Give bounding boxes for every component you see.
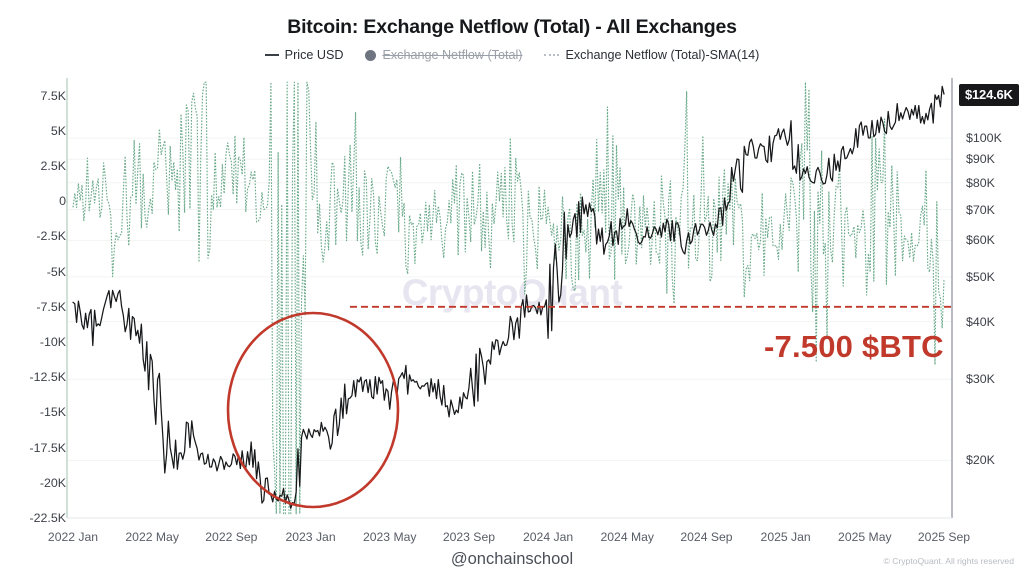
y-axis-left-tick: 0: [59, 194, 66, 209]
chart-legend: Price USD Exchange Netflow (Total) Excha…: [0, 48, 1024, 62]
y-axis-left-tick: -12.5K: [29, 370, 66, 385]
y-axis-right-tick: $20K: [966, 453, 995, 468]
x-axis-tick: 2024 Jan: [523, 530, 574, 544]
y-axis-right-tick: $70K: [966, 202, 995, 217]
y-axis-left-tick: -15K: [39, 405, 66, 420]
y-axis-left-tick: 7.5K: [40, 88, 67, 103]
y-axis-left-tick: -2.5K: [36, 229, 66, 244]
y-axis-right-tick: $90K: [966, 152, 995, 167]
copyright-notice: © CryptoQuant. All rights reserved: [883, 556, 1014, 566]
y-axis-right-tick: $60K: [966, 233, 995, 248]
annotation-highlight-circle: [226, 311, 400, 509]
x-axis-tick: 2023 Sep: [442, 530, 495, 544]
y-axis-right-tick: $100K: [966, 131, 1002, 146]
legend-label: Exchange Netflow (Total)-SMA(14): [565, 48, 760, 62]
line-dash-icon: [264, 54, 279, 56]
legend-label: Exchange Netflow (Total): [382, 48, 523, 62]
y-axis-right-tick: $80K: [966, 175, 995, 190]
y-axis-left-tick: -5K: [46, 264, 66, 279]
y-axis-right-tick: $50K: [966, 269, 995, 284]
current-price-badge: $124.6K: [959, 84, 1019, 106]
x-axis-tick: 2023 May: [362, 530, 417, 544]
series-price-usd: [72, 85, 945, 509]
y-axis-left-tick: -20K: [39, 475, 66, 490]
y-axis-right-tick: $40K: [966, 314, 995, 329]
page-title: Bitcoin: Exchange Netflow (Total) - All …: [287, 16, 737, 38]
circle-dot-icon: [365, 49, 377, 61]
x-axis-tick: 2025 Jan: [760, 530, 811, 544]
x-axis-tick: 2022 May: [125, 530, 179, 544]
y-axis-left-tick: -22.5K: [29, 511, 66, 525]
line-dotted-icon: [544, 54, 560, 56]
y-axis-left-tick: 5K: [50, 123, 66, 138]
legend-item-price-usd[interactable]: Price USD: [264, 48, 344, 62]
series-exchange-netflow-sma14: [72, 81, 945, 515]
y-axis-right-tick: $30K: [966, 372, 995, 387]
legend-item-exchange-netflow[interactable]: Exchange Netflow (Total): [365, 48, 522, 62]
x-axis-tick: 2022 Sep: [205, 530, 258, 544]
annotation-value-label: -7.500 $BTC: [764, 329, 944, 364]
y-axis-left-tick: -7.5K: [36, 299, 66, 314]
x-axis-tick: 2025 Sep: [917, 530, 971, 544]
x-axis-tick: 2024 Sep: [680, 530, 733, 544]
x-axis-tick: 2023 Jan: [285, 530, 336, 544]
y-axis-left-tick: -17.5K: [29, 440, 66, 455]
legend-item-exchange-netflow-sma14[interactable]: Exchange Netflow (Total)-SMA(14): [544, 48, 759, 62]
x-axis-tick: 2025 May: [838, 530, 892, 544]
y-axis-left-tick: -10K: [39, 335, 66, 349]
x-axis-tick: 2022 Jan: [47, 530, 99, 544]
x-axis-tick: 2024 May: [600, 530, 655, 544]
legend-label: Price USD: [284, 48, 344, 62]
y-axis-left-tick: 2.5K: [40, 159, 67, 173]
author-handle: @onchainschool: [450, 550, 574, 568]
